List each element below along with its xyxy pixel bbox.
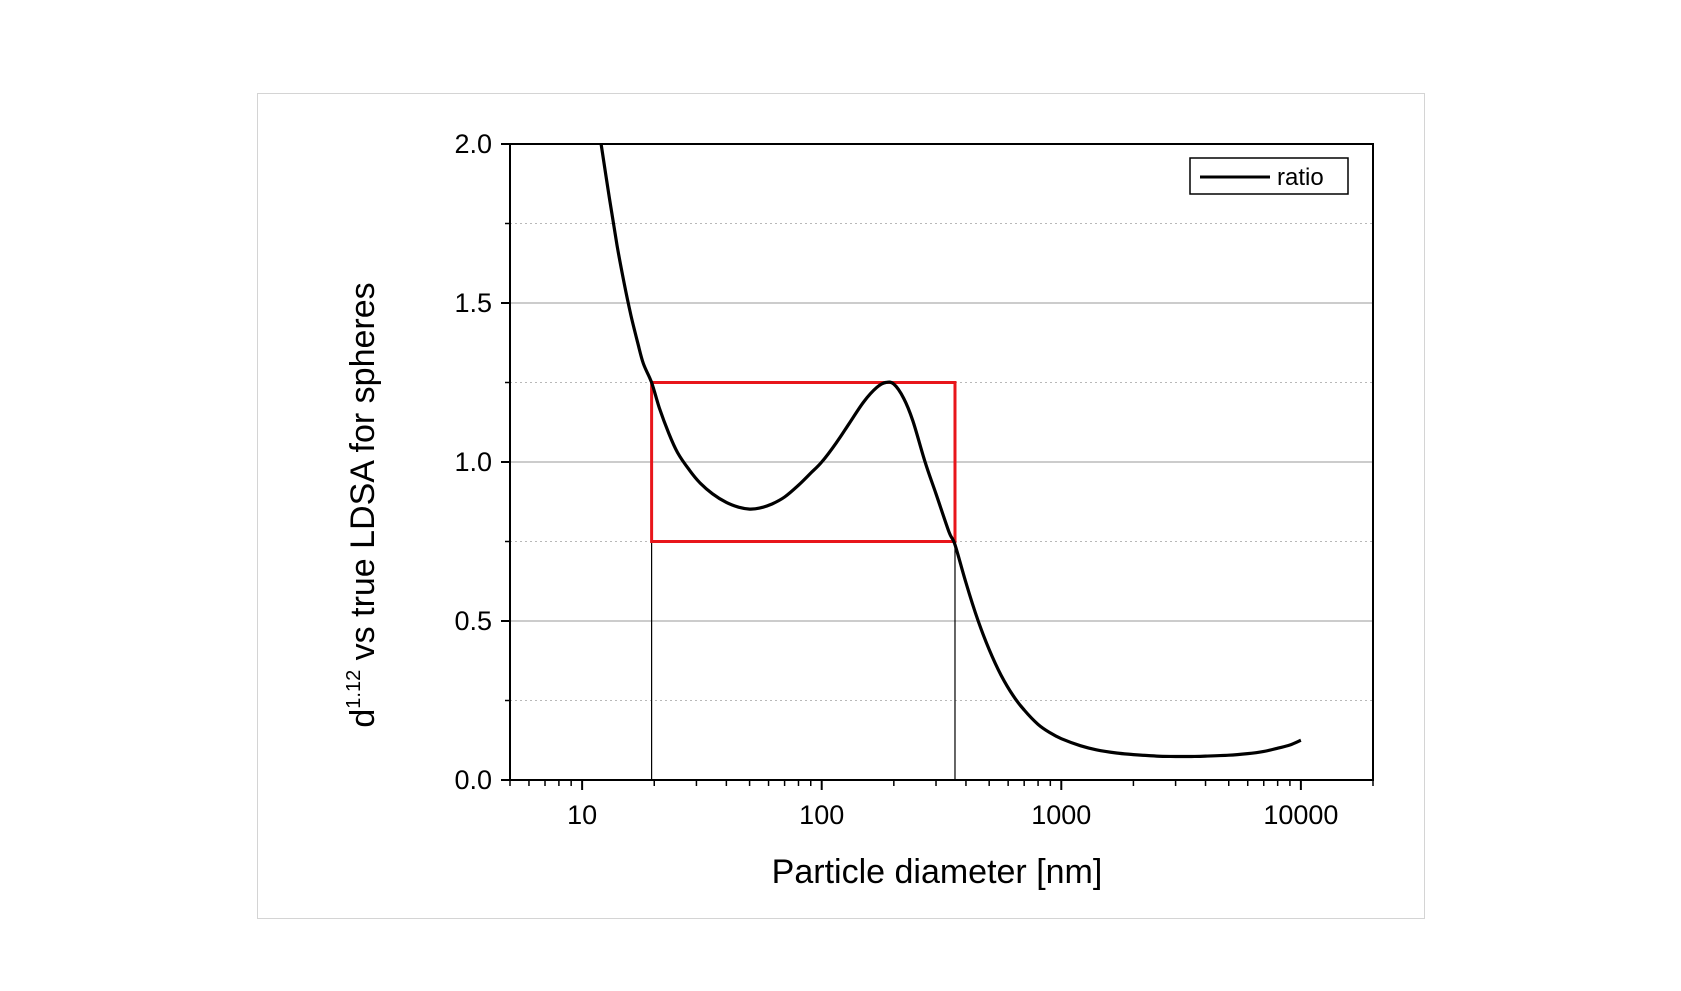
legend: ratio	[1189, 157, 1349, 195]
tick-labels: 0.0 0.5 1.0 1.5 2.0 10 100 1000 10000	[454, 129, 1338, 830]
highlight-box-group	[650, 381, 957, 543]
x-axis-title: Particle diameter [nm]	[772, 853, 1103, 891]
y-axis-title-rest: vs true LDSA for spheres	[344, 282, 382, 669]
y-axis-title: d1.12 vs true LDSA for spheres	[343, 282, 382, 727]
series-layer	[599, 143, 1302, 759]
figure-frame: 0.0 0.5 1.0 1.5 2.0 10 100 1000 10000 Particle d…	[257, 93, 1425, 919]
y-axis-title-exponent: 1.12	[343, 670, 365, 709]
y-tick-label: 0.5	[454, 606, 492, 636]
x-tick-label: 10000	[1263, 800, 1338, 830]
highlight-box	[650, 381, 957, 543]
line-chart: 0.0 0.5 1.0 1.5 2.0 10 100 1000 10000 Particle d…	[343, 129, 1374, 891]
x-tick-label: 10	[567, 800, 597, 830]
y-tick-label: 0.0	[454, 765, 492, 795]
series-line-ratio	[599, 143, 1302, 759]
vertical-markers	[651, 541, 956, 780]
y-tick-label: 2.0	[454, 129, 492, 159]
ticks	[501, 143, 1374, 790]
y-tick-label: 1.0	[454, 447, 492, 477]
legend-label-ratio: ratio	[1277, 164, 1324, 191]
x-tick-label: 100	[799, 800, 844, 830]
grid	[510, 223, 1373, 701]
y-axis-title-base: d	[344, 709, 382, 728]
x-tick-label: 1000	[1031, 800, 1091, 830]
y-tick-label: 1.5	[454, 288, 492, 318]
